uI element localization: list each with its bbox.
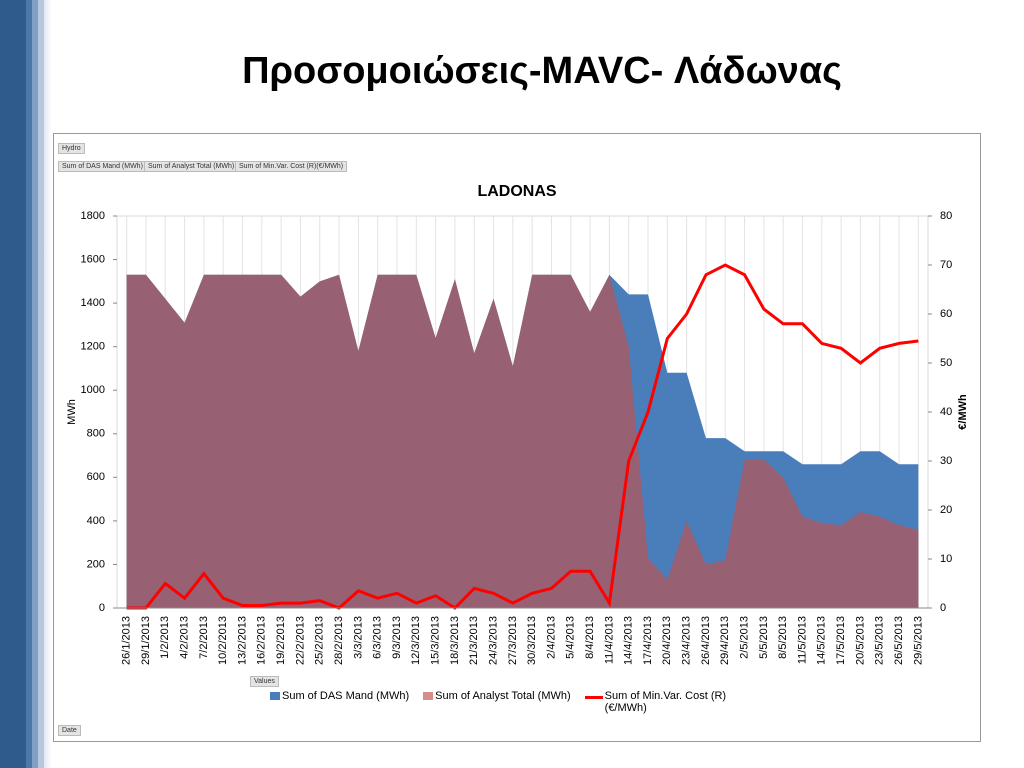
- y2-axis-label: €/MWh: [957, 394, 969, 430]
- x-tick-label: 22/2/2013: [294, 616, 306, 665]
- y2-tick-label: 70: [940, 259, 952, 271]
- value-button[interactable]: Sum of DAS Mand (MWh): [58, 161, 147, 172]
- x-tick-label: 8/5/2013: [777, 616, 789, 659]
- y-tick-label: 1600: [81, 253, 105, 265]
- filter-button[interactable]: Hydro: [58, 143, 85, 154]
- y-tick-label: 800: [87, 428, 105, 440]
- x-tick-label: 3/3/2013: [352, 616, 364, 659]
- x-tick-label: 10/2/2013: [217, 616, 229, 665]
- y2-tick-label: 20: [940, 504, 952, 516]
- x-tick-label: 26/5/2013: [893, 616, 905, 665]
- legend-swatch: [584, 696, 603, 699]
- legend-swatch: [423, 692, 434, 700]
- x-tick-label: 18/3/2013: [449, 616, 461, 665]
- y2-tick-label: 50: [940, 357, 952, 369]
- axis-button[interactable]: Date: [58, 725, 81, 736]
- y-tick-label: 1200: [81, 341, 105, 353]
- legend-item: Sum of Analyst Total (MWh): [423, 690, 571, 714]
- x-tick-label: 26/1/2013: [121, 616, 133, 665]
- x-tick-label: 2/4/2013: [545, 616, 557, 659]
- value-button[interactable]: Sum of Analyst Total (MWh): [144, 161, 239, 172]
- x-tick-label: 12/3/2013: [410, 616, 422, 665]
- legend-item: Sum of DAS Mand (MWh): [270, 690, 409, 714]
- x-tick-label: 29/4/2013: [719, 616, 731, 665]
- y2-tick-label: 0: [940, 602, 946, 614]
- x-tick-label: 23/4/2013: [681, 616, 693, 665]
- x-tick-label: 5/5/2013: [758, 616, 770, 659]
- x-tick-label: 20/4/2013: [661, 616, 673, 665]
- x-tick-label: 21/3/2013: [468, 616, 480, 665]
- x-tick-label: 2/5/2013: [738, 616, 750, 659]
- x-tick-label: 29/5/2013: [912, 616, 924, 665]
- x-tick-label: 9/3/2013: [391, 616, 403, 659]
- x-tick-label: 20/5/2013: [854, 616, 866, 665]
- x-tick-label: 25/2/2013: [314, 616, 326, 665]
- legend-item: Sum of Min.Var. Cost (R)(€/MWh): [584, 690, 730, 714]
- x-tick-label: 28/2/2013: [333, 616, 345, 665]
- chart-frame: [53, 133, 981, 742]
- chart-title: LADONAS: [477, 183, 556, 200]
- legend-swatch: [270, 692, 280, 700]
- x-tick-label: 27/3/2013: [507, 616, 519, 665]
- x-tick-label: 8/4/2013: [584, 616, 596, 659]
- x-tick-label: 29/1/2013: [140, 616, 152, 665]
- x-tick-label: 24/3/2013: [487, 616, 499, 665]
- x-tick-label: 14/5/2013: [816, 616, 828, 665]
- y-tick-label: 1800: [81, 210, 105, 222]
- x-tick-label: 6/3/2013: [372, 616, 384, 659]
- x-tick-label: 4/2/2013: [178, 616, 190, 659]
- x-tick-label: 30/3/2013: [526, 616, 538, 665]
- y2-tick-label: 40: [940, 406, 952, 418]
- y-tick-label: 0: [99, 602, 105, 614]
- legend-label: Sum of DAS Mand (MWh): [282, 690, 410, 702]
- values-button[interactable]: Values: [250, 676, 279, 687]
- area: [126, 274, 919, 608]
- y2-tick-label: 30: [940, 455, 952, 467]
- y2-tick-label: 80: [940, 210, 952, 222]
- line: [126, 263, 919, 610]
- x-tick-label: 5/4/2013: [565, 616, 577, 659]
- y2-tick-label: 10: [940, 553, 952, 565]
- y-tick-label: 400: [87, 515, 105, 527]
- x-tick-label: 23/5/2013: [874, 616, 886, 665]
- x-tick-label: 14/4/2013: [623, 616, 635, 665]
- y-tick-label: 1000: [81, 384, 105, 396]
- x-tick-label: 11/5/2013: [796, 616, 808, 664]
- y-axis-label: MWh: [66, 399, 78, 425]
- x-tick-label: 13/2/2013: [236, 616, 248, 665]
- y-tick-label: 1400: [81, 297, 105, 309]
- legend-label: Sum of Analyst Total (MWh): [435, 690, 571, 702]
- decor-stripes: [0, 0, 52, 768]
- legend: Sum of DAS Mand (MWh) Sum of Analyst Tota…: [270, 690, 730, 714]
- y2-tick-label: 60: [940, 308, 952, 320]
- value-button[interactable]: Sum of Min.Var. Cost (R)(€/MWh): [235, 161, 348, 172]
- x-tick-label: 11/4/2013: [603, 616, 615, 664]
- y-tick-label: 200: [87, 558, 105, 570]
- x-tick-label: 17/4/2013: [642, 616, 654, 665]
- x-tick-label: 16/2/2013: [256, 616, 268, 665]
- x-tick-label: 26/4/2013: [700, 616, 712, 665]
- slide-title: Προσομοιώσεις-MAVC- Λάδωνας: [242, 50, 842, 92]
- legend-label: Sum of Min.Var. Cost (R)(€/MWh): [604, 690, 727, 714]
- x-tick-label: 19/2/2013: [275, 616, 287, 665]
- x-tick-label: 17/5/2013: [835, 616, 847, 665]
- x-tick-label: 7/2/2013: [198, 616, 210, 659]
- x-tick-label: 1/2/2013: [159, 616, 171, 659]
- x-tick-label: 15/3/2013: [430, 616, 442, 665]
- y-tick-label: 600: [87, 471, 105, 483]
